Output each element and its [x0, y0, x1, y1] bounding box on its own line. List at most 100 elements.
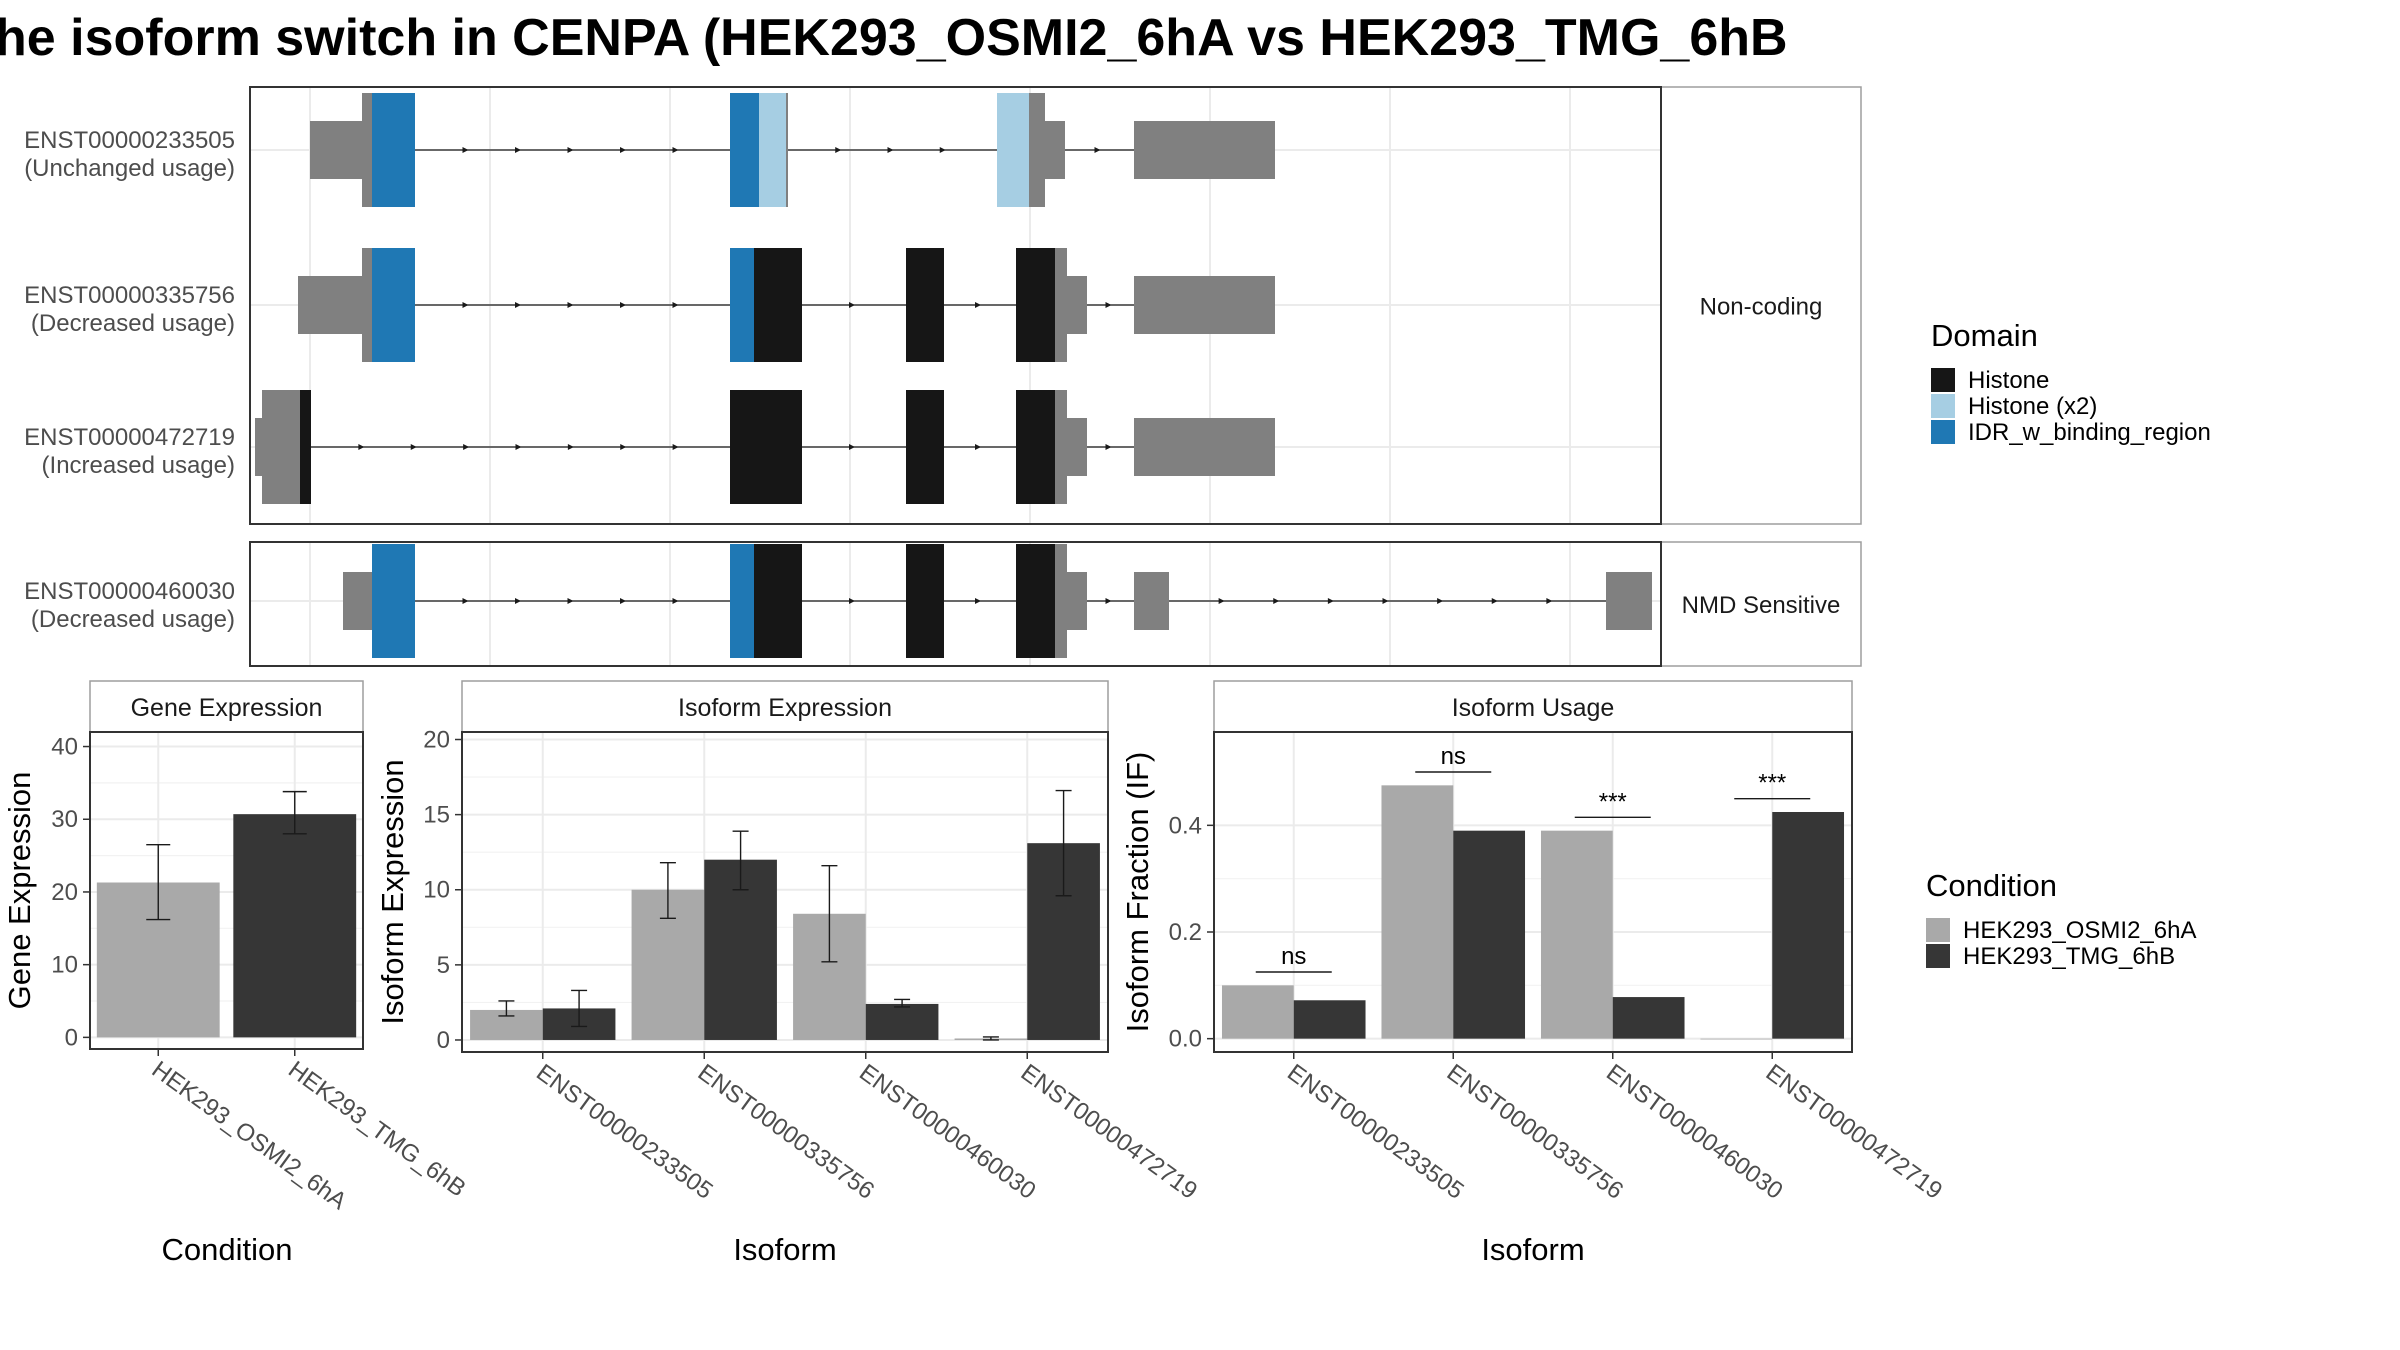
legend-domain-label: IDR_w_binding_region — [1968, 419, 2211, 446]
figure-title: he isoform switch in CENPA (HEK293_OSMI2… — [0, 9, 1788, 67]
exon-grey — [1055, 390, 1067, 504]
y-tick-label: 20 — [51, 879, 78, 906]
facet-strip-label: Non-coding — [1700, 294, 1823, 321]
significance-label: *** — [1758, 770, 1786, 797]
transcript-usage-label: (Decreased usage) — [31, 606, 235, 633]
exon-grey — [262, 390, 300, 504]
intron-arrow — [1105, 444, 1112, 450]
y-tick-label: 0.0 — [1169, 1026, 1202, 1053]
exon-histone — [1016, 544, 1055, 658]
exon-grey — [255, 418, 262, 476]
intron-arrow — [975, 302, 981, 308]
intron-arrow — [975, 598, 981, 604]
bar — [1293, 1000, 1366, 1039]
legend-domain-swatch — [1931, 394, 1955, 418]
bar — [1700, 1038, 1773, 1040]
intron-arrow — [672, 302, 679, 308]
y-tick-label: 30 — [51, 806, 78, 833]
panel-border — [1213, 731, 1853, 1053]
exon-grey — [1055, 544, 1067, 658]
intron-arrow — [620, 147, 626, 153]
exon-idr — [730, 248, 754, 362]
intron-arrow — [1273, 598, 1280, 604]
intron-arrow — [672, 444, 679, 450]
exon-histone — [730, 390, 802, 504]
exon-grey — [786, 93, 788, 207]
facet-strip — [1660, 86, 1862, 525]
legend-condition-title: Condition — [1926, 868, 2057, 903]
transcript-id-label: ENST00000233505 — [24, 127, 235, 154]
exon-grey — [1067, 572, 1087, 630]
x-axis-title: Condition — [162, 1232, 293, 1267]
exon-grey — [1134, 276, 1275, 334]
bar — [1381, 785, 1454, 1039]
intron-arrow — [849, 302, 855, 308]
intron-arrow — [887, 147, 894, 153]
legend-condition-swatch — [1926, 944, 1950, 968]
exon-grey — [1029, 93, 1045, 207]
exon-histone — [754, 544, 802, 658]
exon-histx2 — [759, 93, 786, 207]
intron-arrow — [1382, 598, 1389, 604]
legend-domain-swatch — [1931, 368, 1955, 392]
intron-arrow — [462, 598, 469, 604]
intron-arrow — [620, 598, 626, 604]
intron-arrow — [358, 444, 365, 450]
legend-domain-swatch — [1931, 420, 1955, 444]
exon-idr — [372, 248, 415, 362]
facet-strip — [1660, 541, 1862, 667]
significance-label: ns — [1281, 943, 1306, 970]
bar — [1540, 830, 1613, 1039]
transcript-id-label: ENST00000335756 — [24, 282, 235, 309]
exon-histone — [1016, 248, 1055, 362]
intron-arrow — [975, 444, 981, 450]
y-tick-label: 15 — [423, 802, 450, 829]
legend-domain-label: Histone — [1968, 367, 2049, 394]
intron-arrow — [1218, 598, 1225, 604]
intron-arrow — [515, 302, 521, 308]
y-axis-title: Gene Expression — [2, 772, 37, 1010]
x-tick-label: ENST00000335756 — [693, 1059, 879, 1205]
exon-grey — [1134, 572, 1169, 630]
intron-arrow — [939, 147, 946, 153]
exon-histx2 — [997, 93, 1029, 207]
y-tick-label: 0 — [65, 1024, 78, 1051]
panel-border — [461, 731, 1109, 1053]
exon-grey — [1067, 418, 1087, 476]
exon-histone — [906, 544, 944, 658]
intron-arrow — [515, 147, 521, 153]
exon-grey — [362, 248, 372, 362]
bar — [1221, 985, 1294, 1039]
x-tick-label: ENST00000472719 — [1761, 1059, 1947, 1205]
intron-arrow — [1491, 598, 1498, 604]
intron-arrow — [515, 598, 521, 604]
y-tick-label: 20 — [423, 727, 450, 754]
exon-grey — [362, 93, 372, 207]
intron-arrow — [620, 444, 627, 450]
exon-idr — [730, 93, 759, 207]
exon-histone — [906, 390, 944, 504]
y-axis-title: Isoform Expression — [375, 759, 410, 1024]
intron-arrow — [849, 444, 855, 450]
exon-grey — [343, 572, 372, 630]
panel-background — [462, 732, 1108, 1052]
exon-histone — [754, 248, 802, 362]
transcript-structure-panel: Non-coding NMD Sensitive ENST00000233505(U… — [24, 86, 1862, 667]
exon-histone — [1016, 390, 1055, 504]
y-tick-label: 0.4 — [1169, 812, 1202, 839]
x-axis-title: Isoform — [1481, 1232, 1584, 1267]
panel-strip — [461, 680, 1109, 733]
exon-grey — [1067, 276, 1087, 334]
legend-condition-label: HEK293_OSMI2_6hA — [1963, 917, 2196, 944]
intron-arrow — [567, 302, 574, 308]
bar — [1772, 812, 1845, 1039]
legend-domain-title: Domain — [1931, 318, 2038, 353]
facet-border — [249, 86, 1662, 525]
intron-arrow — [1105, 302, 1112, 308]
exon-grey — [1134, 418, 1275, 476]
panel-strip-label: Isoform Usage — [1452, 694, 1615, 722]
intron-arrow — [410, 444, 417, 450]
intron-arrow — [1094, 147, 1101, 153]
intron-arrow — [463, 444, 470, 450]
